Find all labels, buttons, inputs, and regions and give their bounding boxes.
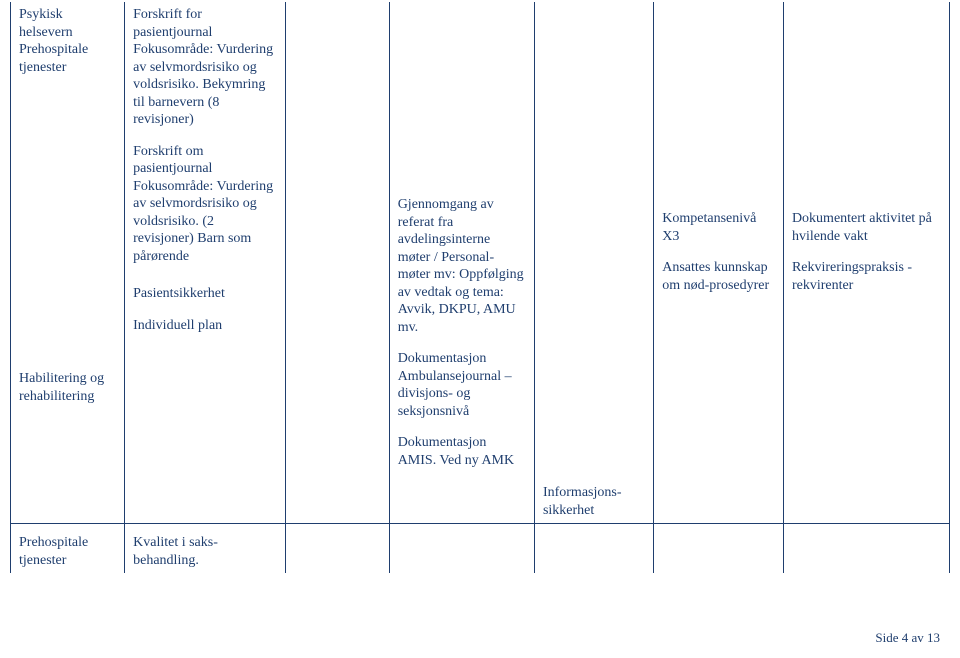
text-block: Kompetansenivå X3 [662, 210, 775, 245]
page-footer: Side 4 av 13 [875, 630, 940, 646]
text-block: Kvalitet i saks-behandling. [133, 534, 277, 569]
text-block: Prehospitale tjenester [19, 534, 116, 569]
text-block: Rekvireringspraksis - rekvirenter [792, 259, 941, 294]
text-block: Forskrift for pasientjournal Fokusområde… [133, 6, 277, 129]
cell-r1c3 [285, 2, 389, 524]
cell-r2c4 [389, 524, 534, 574]
page: Psykisk helsevern Prehospitale tjenester… [0, 2, 960, 658]
cell-r2c7 [783, 524, 949, 574]
cell-r2c6 [654, 524, 784, 574]
cell-r2c2: Kvalitet i saks-behandling. [125, 524, 286, 574]
text-block: Dokumentasjon AMIS. Ved ny AMK [398, 434, 526, 469]
cell-r2c3 [285, 524, 389, 574]
cell-r1c7: Dokumentert aktivitet på hvilende vakt R… [783, 2, 949, 524]
cell-r2c5 [534, 524, 653, 574]
cell-r1c2: Forskrift for pasientjournal Fokusområde… [125, 2, 286, 524]
table-row: Prehospitale tjenester Kvalitet i saks-b… [11, 524, 950, 574]
text-block: Habilitering og rehabilitering [19, 370, 116, 405]
table-row: Psykisk helsevern Prehospitale tjenester… [11, 2, 950, 524]
text-block: Gjennomgang av referat fra avdelingsinte… [398, 196, 526, 336]
text-block: Pasientsikkerhet [133, 285, 277, 303]
cell-r1c1: Psykisk helsevern Prehospitale tjenester… [11, 2, 125, 524]
cell-r1c5: Informasjons-sikkerhet [534, 2, 653, 524]
text-block: Dokumentert aktivitet på hvilende vakt [792, 210, 941, 245]
text-block: Dokumentasjon Ambulansejournal – divisjo… [398, 350, 526, 420]
cell-r1c6: Kompetansenivå X3 Ansattes kunnskap om n… [654, 2, 784, 524]
text-block: Psykisk helsevern Prehospitale tjenester [19, 6, 116, 76]
text-block: Informasjons-sikkerhet [543, 484, 645, 519]
text-block: Forskrift om pasientjournal Fokusområde:… [133, 143, 277, 266]
text-block: Individuell plan [133, 317, 277, 335]
cell-r2c1: Prehospitale tjenester [11, 524, 125, 574]
cell-r1c4: Gjennomgang av referat fra avdelingsinte… [389, 2, 534, 524]
text-block: Ansattes kunnskap om nød-prosedyrer [662, 259, 775, 294]
document-table: Psykisk helsevern Prehospitale tjenester… [10, 2, 950, 573]
